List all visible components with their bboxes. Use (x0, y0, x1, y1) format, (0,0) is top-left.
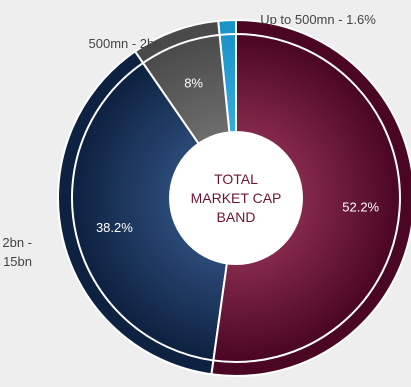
slice-inner-total (212, 32, 401, 363)
value-label-2bn-15bn: 38.2% (96, 220, 133, 235)
category-label-up-to-500mn: Up to 500mn - 1.6% (260, 12, 376, 27)
center-circle (169, 131, 303, 265)
center-label-line-3: BAND (217, 209, 256, 225)
value-label-total: 52.2% (342, 200, 379, 215)
category-label-500mn-2bn-line-1: 500mn - 2bn (89, 36, 162, 51)
category-label-2bn-15bn-line-2: 15bn (3, 254, 32, 269)
slice-inner-2bn-15bn (70, 61, 238, 362)
category-label-2bn-15bn-line-1: 2bn - (2, 235, 32, 250)
value-label-500mn-2bn: 8% (184, 76, 203, 91)
center-label-line-1: TOTAL (214, 171, 258, 187)
center-label-line-2: MARKET CAP (191, 190, 282, 206)
label-group: 8% 38.2% 52.2% 500mn - 2bn 2bn - 15bn Up to 50… (2, 12, 379, 269)
